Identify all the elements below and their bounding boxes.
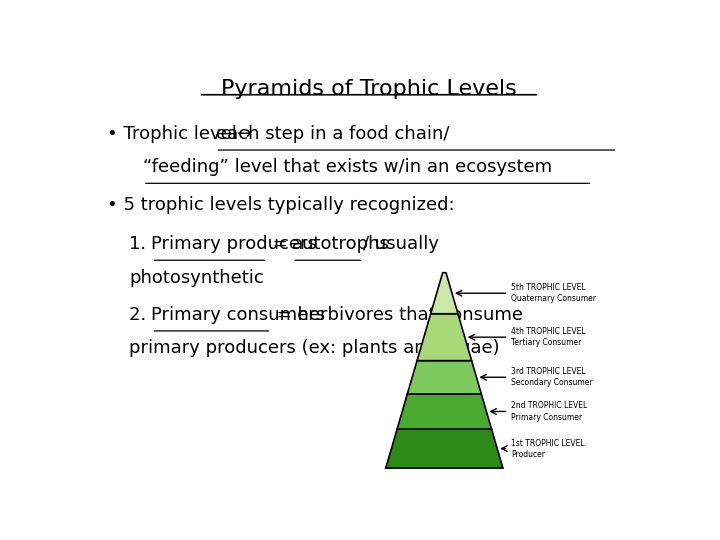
Text: • 5 trophic levels typically recognized:: • 5 trophic levels typically recognized: (107, 196, 454, 214)
Text: Primary producers: Primary producers (151, 235, 318, 253)
Text: 4th TROPHIC LEVEL
Tertiary Consumer: 4th TROPHIC LEVEL Tertiary Consumer (511, 327, 586, 347)
Polygon shape (408, 361, 481, 394)
Text: 3rd TROPHIC LEVEL
Secondary Consumer: 3rd TROPHIC LEVEL Secondary Consumer (511, 367, 593, 387)
Text: 5th TROPHIC LEVEL
Quaternary Consumer: 5th TROPHIC LEVEL Quaternary Consumer (511, 283, 596, 303)
Text: 2nd TROPHIC LEVEL
Primary Consumer: 2nd TROPHIC LEVEL Primary Consumer (511, 401, 588, 422)
Polygon shape (397, 394, 492, 429)
Text: =: = (267, 235, 294, 253)
Text: 1.: 1. (129, 235, 152, 253)
Text: “feeding” level that exists w/in an ecosystem: “feeding” level that exists w/in an ecos… (143, 158, 552, 177)
Text: 1st TROPHIC LEVEL
Producer: 1st TROPHIC LEVEL Producer (511, 438, 585, 458)
Text: Primary consumers: Primary consumers (151, 306, 325, 324)
Text: / usually: / usually (364, 235, 439, 253)
Text: autotrophs: autotrophs (292, 235, 390, 253)
Text: Pyramids of Trophic Levels: Pyramids of Trophic Levels (221, 79, 517, 99)
Polygon shape (431, 273, 458, 314)
Text: each step in a food chain/: each step in a food chain/ (215, 125, 449, 143)
Text: primary producers (ex: plants and algae): primary producers (ex: plants and algae) (129, 339, 500, 357)
Text: photosynthetic: photosynthetic (129, 268, 264, 287)
Text: = herbivores that consume: = herbivores that consume (271, 306, 523, 324)
Text: • Trophic level→: • Trophic level→ (107, 125, 258, 143)
Polygon shape (386, 429, 503, 468)
Polygon shape (417, 314, 472, 361)
Text: 2.: 2. (129, 306, 152, 324)
